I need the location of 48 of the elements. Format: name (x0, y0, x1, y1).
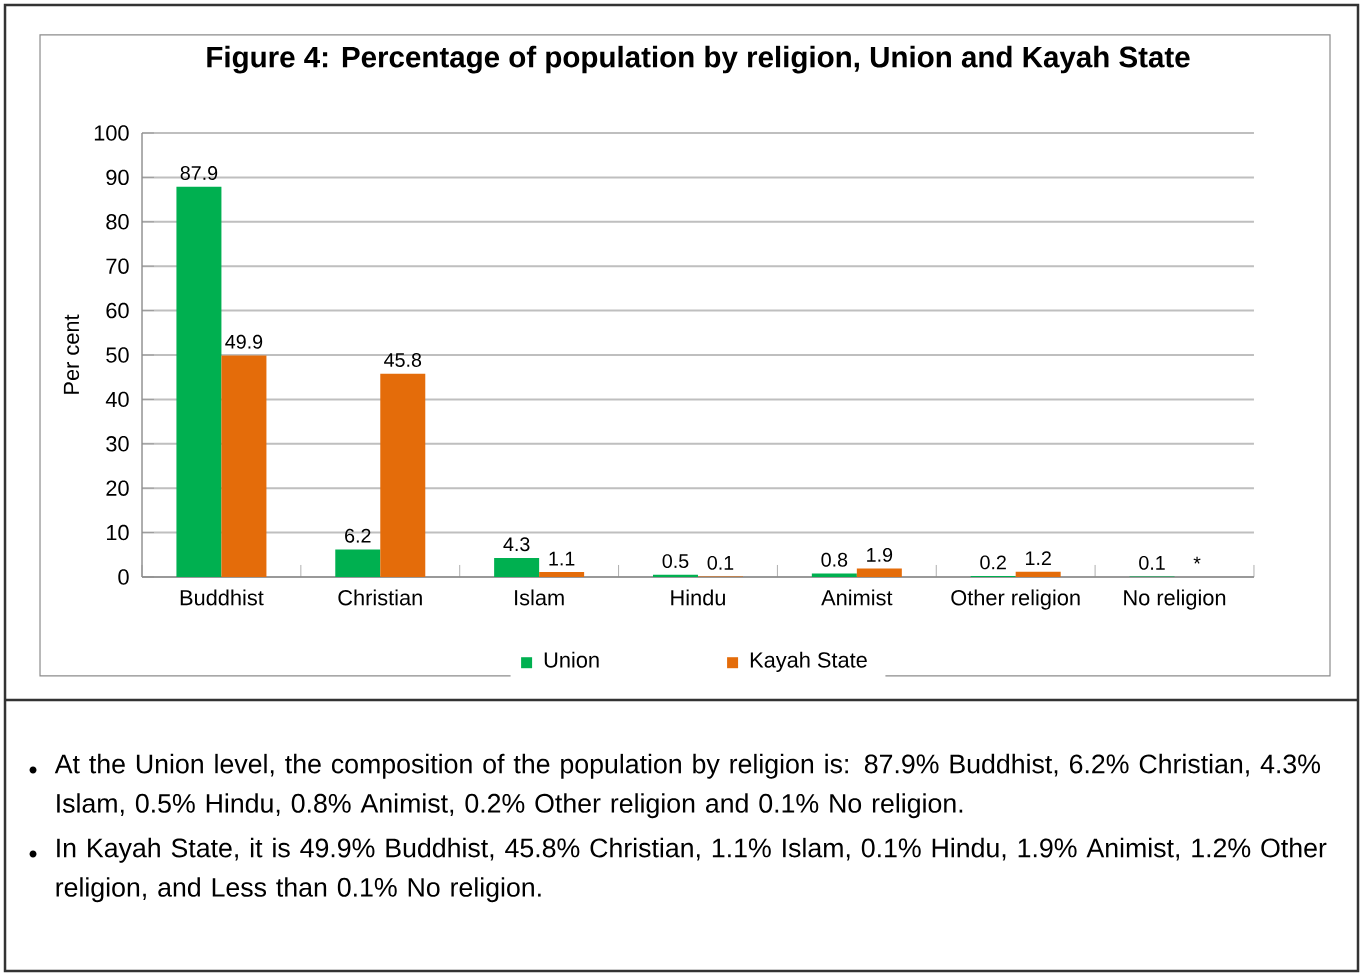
legend-label: Kayah State (750, 651, 867, 672)
bar (221, 355, 267, 577)
y-axis-title: Per cent (63, 314, 80, 394)
data-label: 1.1 (549, 551, 575, 566)
chart-title: Figure 4: Percentage of population by religion, Union and Kayah State (207, 45, 1190, 74)
bar (856, 568, 902, 577)
y-tick-label: 30 (106, 436, 129, 452)
data-label: 87.9 (180, 166, 218, 180)
data-label: 0.5 (662, 554, 689, 569)
bar (494, 557, 540, 577)
bar (1015, 571, 1061, 577)
text: At the Union level, the composition of the population by religion is: 87.9% Buddhist, 6.2% Christian, 4.3% Islam, 0.5% Hindu, 0.8% Animist, 0.2% Other religion and 0.1% No religion. (54, 753, 1321, 819)
x-tick-label: Christian (338, 589, 422, 606)
data-label: 6.2 (345, 528, 371, 543)
data-label: 1.2 (1025, 551, 1051, 565)
x-tick-label: Hindu (671, 589, 725, 606)
text: In Kayah State, it is 49.9% Buddhist, 45.8% Christian, 1.1% Islam, 0.1% Hindu, 1.9% Animist, 1.2% Other religion, and Less than 0.1% No religion. (56, 837, 1327, 903)
y-tick-label: 50 (106, 347, 129, 363)
data-label: 49.9 (225, 334, 263, 349)
data-label: 45.8 (384, 353, 422, 367)
y-tick-label: 80 (106, 214, 129, 230)
bar (652, 574, 698, 577)
y-tick-label: 70 (106, 258, 129, 274)
y-tick-label: 60 (106, 302, 129, 319)
bar (539, 572, 585, 577)
data-label: 1.9 (867, 547, 893, 562)
bar (176, 186, 222, 577)
data-label: 0.1 (1139, 555, 1165, 570)
bar (335, 549, 381, 577)
bar (811, 573, 857, 577)
x-tick-label: No religion (1124, 589, 1226, 610)
x-tick-label: Other religion (951, 589, 1080, 610)
data-label: 0.8 (821, 552, 848, 567)
y-tick-label: 90 (106, 169, 129, 186)
x-tick-label: Animist (821, 589, 893, 606)
data-label: 0.1 (707, 555, 734, 570)
data-label: 0.2 (980, 555, 1006, 570)
y-tick-label: 20 (106, 480, 129, 496)
x-tick-label: Islam (515, 589, 564, 606)
y-tick-label: 40 (105, 391, 129, 408)
x-tick-label: Buddhist (180, 589, 264, 606)
text: * (1193, 556, 1201, 564)
bar (380, 373, 426, 577)
data-label: 4.3 (503, 537, 530, 552)
y-tick-label: 10 (107, 524, 129, 541)
y-tick-label: 0 (118, 569, 129, 585)
legend-label: Union (544, 651, 599, 668)
y-tick-label: 100 (94, 125, 129, 141)
